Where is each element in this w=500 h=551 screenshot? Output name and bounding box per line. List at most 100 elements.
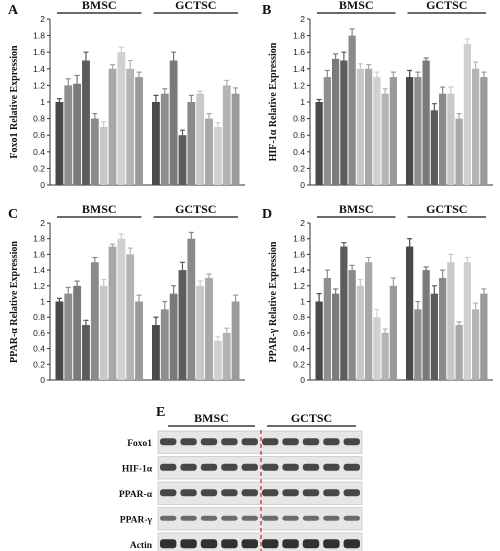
- panel-letter: D: [262, 207, 272, 222]
- y-tick-label: 2: [40, 14, 45, 24]
- panel-letter: A: [8, 3, 19, 18]
- y-tick-label: 0.8: [33, 114, 45, 124]
- blot-row-label: Foxo1: [127, 439, 152, 449]
- y-tick-label: 0.4: [293, 344, 305, 354]
- y-tick-label: 0.6: [293, 130, 305, 140]
- blot-band: [282, 539, 299, 549]
- y-tick-label: 0: [300, 180, 305, 190]
- bar: [356, 68, 364, 185]
- bar: [117, 238, 126, 380]
- blot-band: [200, 438, 218, 446]
- y-tick-label: 0.6: [33, 130, 45, 140]
- y-tick-label: 0.2: [293, 163, 305, 173]
- blot-band: [323, 539, 340, 549]
- blot-band: [221, 539, 238, 549]
- blot-band: [221, 438, 238, 446]
- bar: [196, 285, 205, 380]
- y-tick-label: 1.8: [33, 234, 45, 244]
- blot-band: [221, 515, 238, 521]
- group-label: BMSC: [339, 202, 374, 216]
- y-tick-label: 1.4: [293, 64, 305, 74]
- bar: [222, 85, 231, 185]
- panel-letter: E: [156, 405, 165, 420]
- bar: [373, 317, 381, 380]
- blot-band: [282, 515, 299, 521]
- bar: [55, 102, 64, 185]
- bar: [160, 309, 169, 380]
- y-tick-label: 0.8: [33, 312, 45, 322]
- bar: [187, 102, 196, 185]
- bar: [406, 77, 414, 185]
- blot-row-label: HIF-1α: [122, 464, 153, 474]
- blot-band: [323, 463, 340, 471]
- bar: [422, 270, 430, 380]
- blot-band: [343, 489, 360, 497]
- y-tick-label: 0.6: [33, 328, 45, 338]
- blot-band: [221, 489, 238, 497]
- blot-row-label: PPAR-α: [119, 490, 153, 500]
- bar: [381, 93, 389, 185]
- y-axis-label: Foxo1 Relative Expression: [9, 45, 20, 159]
- y-tick-label: 0.2: [293, 359, 305, 369]
- bar: [373, 77, 381, 185]
- bar: [365, 68, 373, 185]
- bar: [414, 77, 422, 185]
- bar: [108, 68, 117, 185]
- bar: [126, 254, 135, 380]
- bar: [463, 262, 471, 380]
- blot-band: [241, 463, 258, 471]
- blot-band: [343, 539, 360, 549]
- blot-band: [343, 463, 360, 471]
- bar: [152, 325, 160, 380]
- bar: [126, 68, 135, 185]
- bar: [414, 309, 422, 380]
- blot-band: [200, 489, 218, 497]
- y-tick-label: 1.6: [293, 249, 305, 259]
- blot-band: [323, 489, 340, 497]
- bar: [90, 262, 99, 380]
- y-tick-label: 0.4: [293, 147, 305, 157]
- y-tick-label: 2: [300, 14, 305, 24]
- bar: [178, 270, 187, 380]
- blot-band: [200, 539, 218, 549]
- y-tick-label: 2: [300, 218, 305, 228]
- group-label: GCTSC: [426, 0, 467, 12]
- bar: [196, 93, 205, 185]
- bar: [82, 325, 90, 380]
- bar: [169, 293, 178, 380]
- blot-band: [241, 489, 258, 497]
- blot-band: [160, 463, 177, 471]
- y-axis-label: PPAR-α Relative Expression: [9, 241, 20, 363]
- y-tick-label: 0: [40, 375, 45, 385]
- bar: [340, 60, 348, 185]
- bar: [348, 35, 356, 185]
- bar: [455, 118, 463, 185]
- bar: [472, 309, 480, 380]
- bar: [348, 270, 356, 380]
- blot-band: [180, 438, 197, 446]
- bar: [422, 60, 430, 185]
- bar: [332, 293, 340, 380]
- blot-band: [180, 489, 197, 497]
- bar: [315, 102, 323, 185]
- blot-band: [323, 438, 340, 446]
- blot-band: [262, 489, 279, 497]
- blot-strip: [157, 430, 363, 454]
- blot-strip: [157, 507, 363, 531]
- blot-band: [200, 515, 218, 521]
- bar: [323, 277, 331, 380]
- y-tick-label: 1.6: [33, 249, 45, 259]
- group-label: BMSC: [339, 0, 374, 12]
- blot-band: [241, 438, 258, 446]
- group-label: GCTSC: [175, 0, 216, 12]
- bar: [406, 246, 414, 380]
- bar: [64, 85, 73, 185]
- blot-band: [262, 463, 279, 471]
- blot-strip: [157, 481, 363, 505]
- blot-band: [160, 539, 177, 549]
- group-label: BMSC: [82, 0, 117, 12]
- y-tick-label: 1.6: [293, 47, 305, 57]
- bar: [169, 60, 178, 185]
- y-tick-label: 0.8: [293, 312, 305, 322]
- bar: [231, 93, 240, 185]
